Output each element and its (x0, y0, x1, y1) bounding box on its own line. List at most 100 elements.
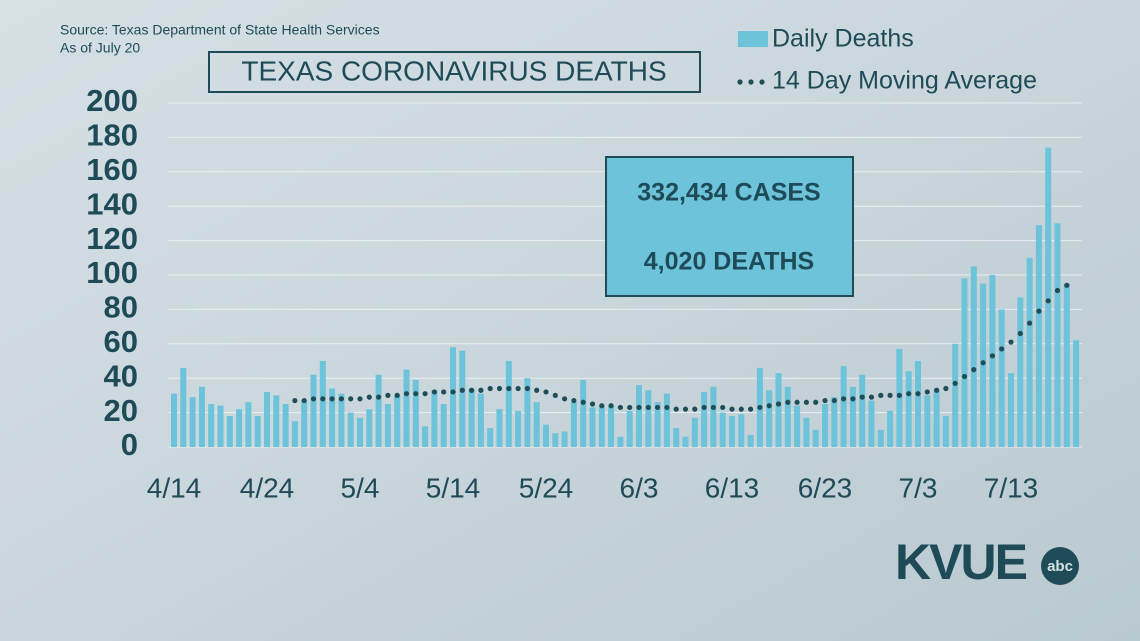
bar (673, 428, 680, 447)
average-dot (868, 394, 875, 400)
average-dot (906, 391, 912, 397)
average-dot (999, 346, 1005, 352)
bar (394, 395, 401, 447)
average-dot (738, 406, 744, 412)
y-tick-label: 20 (104, 393, 138, 428)
average-dot (580, 399, 586, 405)
bar (961, 278, 968, 447)
average-dot (431, 389, 437, 395)
bar (989, 275, 996, 447)
average-dot (329, 396, 335, 402)
average-dot (803, 399, 810, 405)
average-dot (1045, 298, 1051, 304)
average-dot (571, 397, 577, 404)
cases-annotation: 332,434 CASES (637, 179, 820, 207)
bar (924, 395, 931, 447)
average-dot (980, 360, 986, 366)
x-tick-label: 6/23 (798, 472, 853, 503)
average-dot (496, 385, 503, 392)
average-dot (357, 396, 363, 402)
average-dot (552, 392, 558, 398)
bar (822, 404, 828, 447)
x-tick-label: 4/24 (240, 472, 295, 503)
bar (468, 388, 475, 447)
average-dot (720, 404, 726, 411)
bar (1026, 257, 1033, 447)
bar (282, 404, 289, 447)
bar (887, 410, 894, 447)
bar (784, 386, 791, 447)
bar (217, 405, 224, 447)
bar (198, 386, 205, 447)
logo-badge-text: abc (1047, 558, 1073, 575)
x-tick-label: 5/24 (519, 472, 574, 503)
bar (803, 417, 810, 447)
logo-badge (1041, 547, 1079, 585)
average-dot (441, 389, 447, 395)
y-tick-label: 40 (104, 358, 138, 393)
x-tick-label: 7/13 (984, 472, 1039, 503)
y-tick-label: 160 (86, 152, 138, 187)
average-dot (1008, 339, 1014, 345)
summary-box (605, 156, 854, 297)
average-dot (664, 404, 670, 411)
bar (812, 429, 819, 447)
bar (543, 424, 549, 447)
average-dot (822, 397, 828, 404)
bar (357, 417, 363, 447)
average-dot (627, 404, 633, 411)
average-dot (831, 397, 837, 404)
x-tick-label: 4/14 (147, 472, 202, 503)
bar (459, 350, 466, 447)
bar (477, 393, 484, 447)
bar (580, 379, 587, 447)
bar (654, 402, 661, 447)
average-dot (915, 391, 921, 397)
average-dot (775, 401, 782, 407)
bar (794, 405, 801, 447)
bar (189, 397, 196, 447)
average-dot (645, 404, 651, 411)
bar (952, 343, 959, 447)
average-dot (850, 396, 856, 402)
bar (747, 434, 754, 447)
average-dot (1064, 282, 1070, 288)
x-tick-label: 6/3 (620, 472, 659, 503)
average-dot (450, 389, 456, 395)
average-dot (636, 404, 642, 411)
bar (1008, 373, 1014, 447)
bar (329, 388, 336, 447)
legend-swatch (737, 79, 765, 85)
average-dot (534, 387, 540, 393)
bar (915, 361, 921, 447)
average-dot (896, 392, 903, 398)
average-dot (813, 399, 819, 405)
bar (626, 410, 633, 447)
bar (766, 390, 773, 447)
average-dot (1036, 308, 1042, 314)
average-dot (655, 404, 661, 411)
average-dot (729, 406, 735, 412)
average-dot (1017, 330, 1023, 337)
bar (1045, 147, 1052, 447)
average-dot (617, 404, 624, 411)
bar (245, 402, 252, 447)
source-note: Source: Texas Department of State Health… (60, 22, 380, 38)
bar (645, 390, 652, 447)
average-dot (459, 387, 465, 393)
average-dot (934, 387, 940, 393)
average-dot (692, 406, 698, 412)
average-dot (961, 373, 968, 380)
bar (180, 367, 187, 447)
bar (375, 374, 382, 447)
y-tick-label: 0 (121, 427, 138, 462)
bar (561, 431, 568, 447)
bar (254, 416, 261, 447)
bar (515, 410, 522, 447)
average-dot (924, 389, 930, 395)
bar (1054, 223, 1061, 447)
bar (933, 390, 940, 447)
bar (840, 366, 847, 447)
bar (942, 416, 949, 447)
